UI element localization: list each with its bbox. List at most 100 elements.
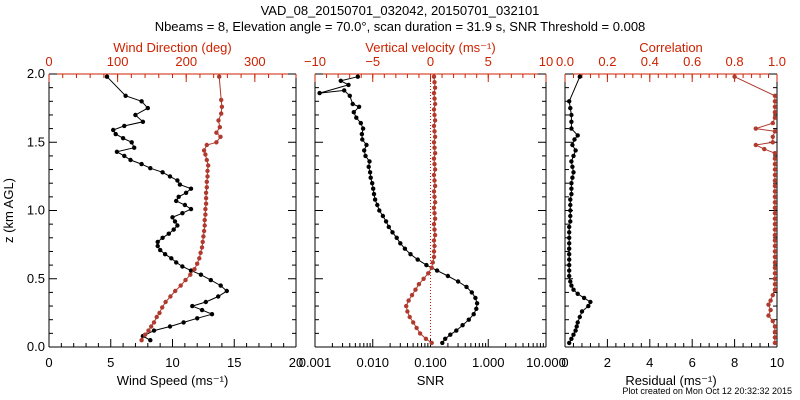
data-point-vertical-1 — [431, 172, 437, 178]
data-point-vertical-1 — [406, 298, 411, 303]
top-tick-label: −10 — [304, 54, 326, 69]
data-point-residual-0 — [571, 170, 576, 175]
data-point-residual-1 — [772, 243, 778, 249]
data-point-wind-0 — [160, 235, 165, 240]
data-point-wind-1 — [195, 261, 200, 266]
data-point-vertical-1 — [432, 200, 438, 205]
data-point-wind-0 — [209, 312, 215, 317]
data-point-wind-1 — [178, 283, 183, 288]
data-point-residual-1 — [772, 200, 778, 205]
x-tick-label: 6 — [689, 355, 696, 370]
data-point-residual-1 — [772, 129, 778, 134]
data-point-residual-1 — [770, 120, 775, 126]
top-tick-label: −5 — [365, 54, 380, 69]
data-point-vertical-1 — [432, 243, 437, 249]
data-point-wind-1 — [198, 250, 203, 255]
x-axis-label: Wind Speed (ms⁻¹) — [117, 373, 229, 388]
data-point-vertical-1 — [432, 232, 438, 238]
data-point-wind-0 — [172, 219, 178, 224]
data-point-wind-1 — [204, 142, 209, 148]
data-point-vertical-0 — [464, 284, 469, 290]
data-point-residual-1 — [770, 140, 775, 145]
top-tick-label: 0.8 — [726, 54, 744, 69]
data-point-wind-0 — [218, 283, 223, 288]
data-point-residual-0 — [586, 303, 591, 309]
data-point-residual-0 — [569, 336, 574, 341]
data-point-wind-0 — [169, 256, 174, 261]
data-point-vertical-1 — [431, 90, 437, 96]
data-point-wind-1 — [157, 310, 162, 316]
data-point-residual-1 — [732, 74, 737, 79]
data-point-wind-1 — [204, 179, 209, 184]
data-point-wind-1 — [214, 140, 219, 145]
data-point-residual-1 — [772, 151, 778, 156]
data-point-vertical-1 — [431, 74, 437, 79]
chart-subtitle: Nbeams = 8, Elevation angle = 70.0°, sca… — [154, 19, 646, 34]
data-point-wind-0 — [148, 166, 153, 171]
data-point-wind-0 — [123, 93, 128, 99]
data-point-wind-0 — [188, 206, 194, 212]
data-point-residual-0 — [568, 197, 573, 202]
data-point-wind-1 — [219, 104, 225, 110]
data-point-residual-1 — [768, 298, 773, 303]
data-point-vertical-1 — [411, 320, 416, 325]
x-tick-label: 1.000 — [472, 355, 505, 370]
data-point-residual-0 — [570, 175, 575, 180]
data-point-vertical-0 — [367, 159, 372, 164]
data-point-residual-1 — [770, 292, 775, 298]
data-point-wind-0 — [175, 223, 180, 228]
data-point-vertical-1 — [431, 254, 437, 260]
data-point-vertical-0 — [398, 241, 403, 246]
data-point-vertical-0 — [375, 202, 380, 208]
data-point-wind-0 — [216, 294, 221, 299]
data-point-vertical-1 — [431, 189, 437, 194]
data-point-residual-0 — [567, 230, 572, 235]
data-point-wind-0 — [114, 149, 120, 154]
x-tick-label: 0 — [561, 355, 568, 370]
data-point-vertical-0 — [338, 78, 343, 84]
data-point-residual-0 — [567, 340, 572, 346]
data-point-vertical-1 — [432, 118, 438, 123]
x-tick-label: 8 — [731, 355, 738, 370]
data-point-wind-0 — [145, 105, 150, 111]
data-point-residual-1 — [772, 227, 778, 232]
data-point-wind-1 — [199, 245, 205, 250]
data-point-vertical-1 — [431, 249, 437, 254]
data-point-vertical-0 — [377, 208, 382, 213]
top-axis-label: Wind Direction (deg) — [113, 40, 232, 55]
data-point-vertical-0 — [356, 104, 362, 110]
data-point-vertical-0 — [443, 336, 448, 341]
data-point-vertical-0 — [386, 224, 391, 230]
data-point-vertical-0 — [366, 164, 371, 169]
data-point-residual-1 — [772, 99, 778, 104]
data-point-wind-1 — [146, 328, 151, 333]
data-point-residual-0 — [567, 224, 572, 230]
data-point-vertical-1 — [432, 194, 437, 199]
data-point-vertical-1 — [432, 227, 437, 232]
top-tick-label: 200 — [175, 54, 197, 69]
top-tick-label: 5 — [485, 54, 492, 69]
data-point-vertical-1 — [421, 276, 426, 281]
data-point-vertical-1 — [423, 336, 429, 341]
data-point-wind-0 — [182, 202, 188, 208]
data-point-residual-0 — [569, 112, 574, 118]
data-point-wind-0 — [190, 303, 195, 309]
y-tick-label: 1.5 — [27, 134, 45, 149]
data-point-vertical-0 — [354, 115, 359, 120]
data-point-vertical-0 — [474, 301, 480, 306]
x-tick-label: 0 — [45, 355, 52, 370]
data-point-vertical-0 — [364, 142, 369, 148]
data-point-wind-1 — [217, 74, 222, 79]
data-point-vertical-0 — [350, 101, 355, 107]
data-point-residual-1 — [772, 172, 778, 178]
data-point-wind-0 — [180, 211, 185, 216]
data-point-residual-1 — [772, 232, 778, 238]
data-point-wind-0 — [132, 145, 137, 150]
data-point-residual-0 — [577, 74, 582, 79]
data-point-wind-1 — [203, 212, 208, 217]
data-point-vertical-1 — [431, 107, 437, 112]
data-point-wind-0 — [171, 227, 176, 232]
top-tick-label: 0 — [45, 54, 52, 69]
data-point-wind-1 — [203, 190, 209, 195]
data-point-wind-0 — [175, 178, 180, 183]
